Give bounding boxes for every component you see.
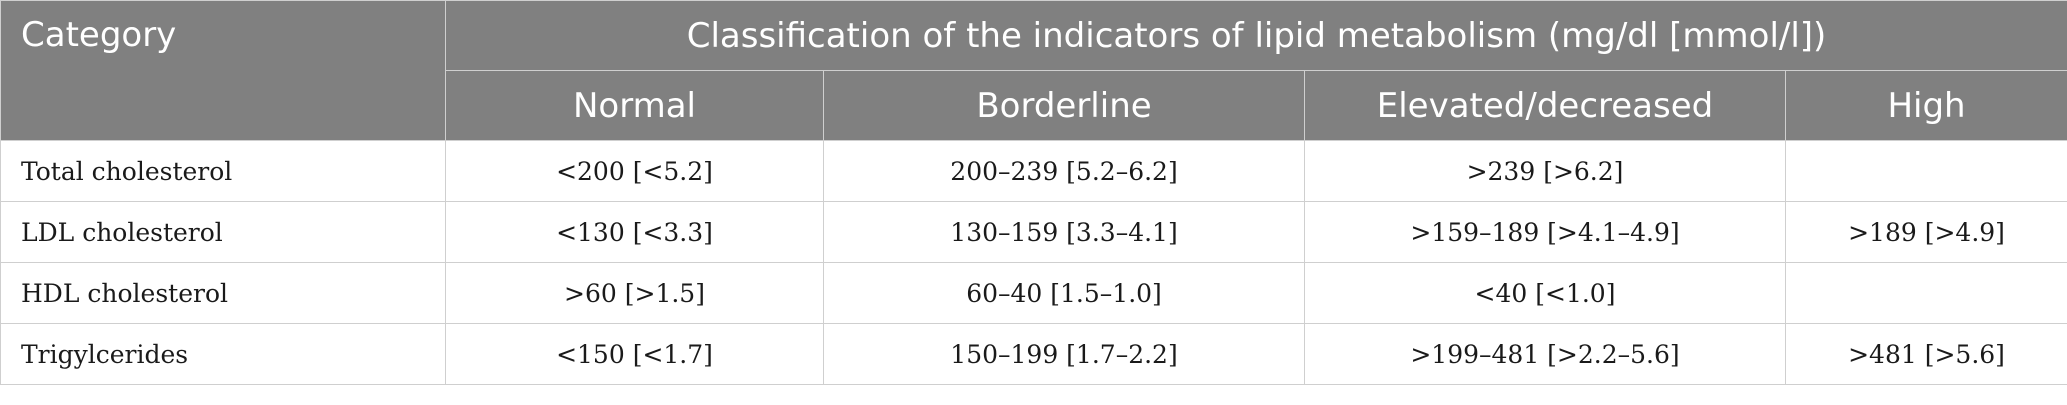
table-cell: >189 [>4.9] (1784, 201, 2067, 263)
table-cell: <200 [<5.2] (445, 140, 824, 202)
row-label: Total cholesterol (0, 140, 446, 202)
header-row-sub: Normal Borderline Elevated/decreased Hig… (1, 70, 2067, 141)
table-row: HDL cholesterol >60 [>1.5] 60–40 [1.5–1.… (0, 262, 2067, 324)
table-cell: <130 [<3.3] (445, 201, 824, 263)
table-cell: >199–481 [>2.2–5.6] (1304, 323, 1786, 385)
table-body: Total cholesterol <200 [<5.2] 200–239 [5… (0, 140, 2067, 385)
header-row-top: Category Classification of the indicator… (0, 0, 2067, 141)
table-cell: >481 [>5.6] (1784, 323, 2067, 385)
row-label: LDL cholesterol (0, 201, 446, 263)
table-row: LDL cholesterol <130 [<3.3] 130–159 [3.3… (0, 201, 2067, 263)
table-cell (1784, 262, 2067, 324)
table-header: Category Classification of the indicator… (0, 0, 2067, 141)
table-cell: >60 [>1.5] (445, 262, 824, 324)
table-cell (1784, 140, 2067, 202)
column-header-borderline: Borderline (823, 70, 1305, 141)
table-row: Total cholesterol <200 [<5.2] 200–239 [5… (0, 140, 2067, 202)
table-cell: 150–199 [1.7–2.2] (823, 323, 1305, 385)
table-cell: <40 [<1.0] (1304, 262, 1786, 324)
table-cell: <150 [<1.7] (445, 323, 824, 385)
row-label: HDL cholesterol (0, 262, 446, 324)
table-cell: 130–159 [3.3–4.1] (823, 201, 1305, 263)
table-cell: 60–40 [1.5–1.0] (823, 262, 1305, 324)
category-column-header: Category (0, 0, 446, 141)
lipid-classification-table-container: Category Classification of the indicator… (0, 0, 2067, 385)
table-cell: >239 [>6.2] (1304, 140, 1786, 202)
column-header-high: High (1784, 70, 2067, 141)
lipid-classification-table: Category Classification of the indicator… (0, 0, 2067, 385)
table-row: Trigylcerides <150 [<1.7] 150–199 [1.7–2… (0, 323, 2067, 385)
table-cell: 200–239 [5.2–6.2] (823, 140, 1305, 202)
table-cell: >159–189 [>4.1–4.9] (1304, 201, 1786, 263)
classification-group-header: Classification of the indicators of lipi… (444, 0, 2067, 71)
row-label: Trigylcerides (0, 323, 446, 385)
column-header-normal: Normal (445, 70, 824, 141)
column-header-elevated-decreased: Elevated/decreased (1304, 70, 1786, 141)
